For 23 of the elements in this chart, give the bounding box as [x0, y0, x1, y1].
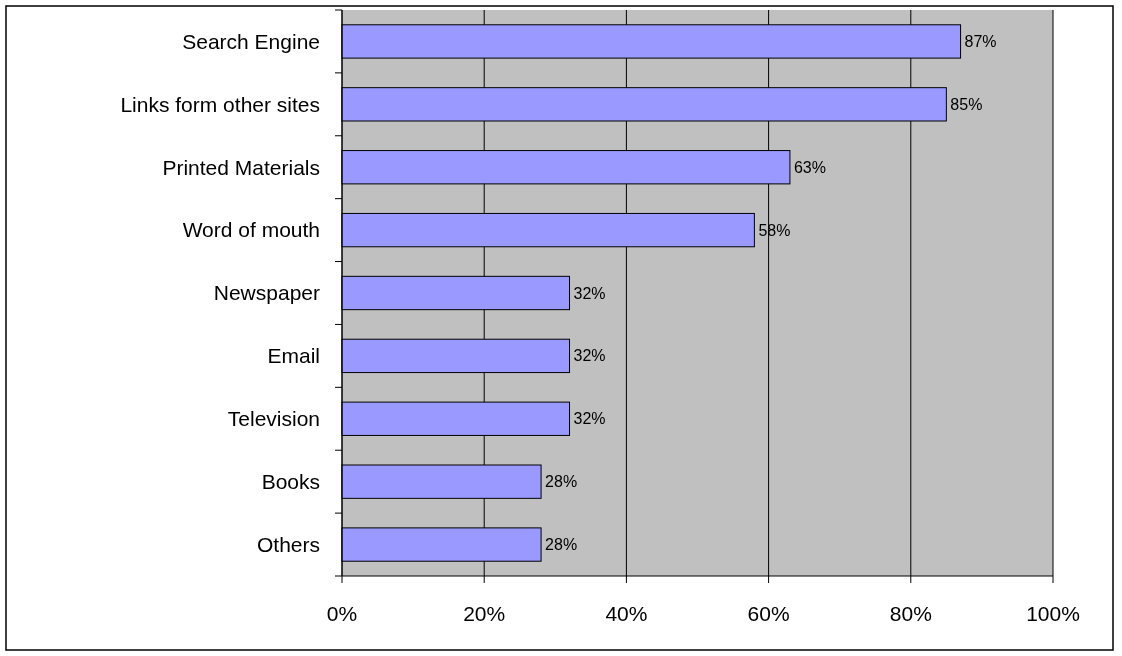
data-label: 32%	[573, 347, 606, 365]
y-tick-label: Newspaper	[213, 281, 320, 305]
x-tick-label: 40%	[605, 602, 648, 625]
data-label: 85%	[950, 95, 983, 113]
x-tick-label: 60%	[747, 602, 790, 625]
x-tick-label: 20%	[463, 602, 506, 625]
data-label: 32%	[573, 410, 606, 428]
data-label: 63%	[793, 158, 826, 176]
y-tick-label: Printed Materials	[162, 155, 320, 179]
x-tick-label: 0%	[326, 602, 358, 625]
data-label: 87%	[964, 33, 997, 51]
data-label: 28%	[545, 536, 578, 554]
y-tick-label: Search Engine	[182, 29, 320, 53]
data-label: 28%	[545, 473, 578, 491]
y-tick-label: Books	[261, 470, 320, 494]
data-label: 32%	[573, 284, 606, 302]
x-tick-label: 80%	[889, 602, 932, 625]
y-tick-label: Email	[267, 344, 320, 368]
y-tick-label: Television	[227, 407, 320, 431]
y-tick-label: Links form other sites	[120, 92, 320, 116]
x-tick-label: 100%	[1026, 602, 1080, 625]
y-tick-label: Word of mouth	[182, 218, 320, 242]
y-tick-label: Others	[256, 532, 320, 556]
